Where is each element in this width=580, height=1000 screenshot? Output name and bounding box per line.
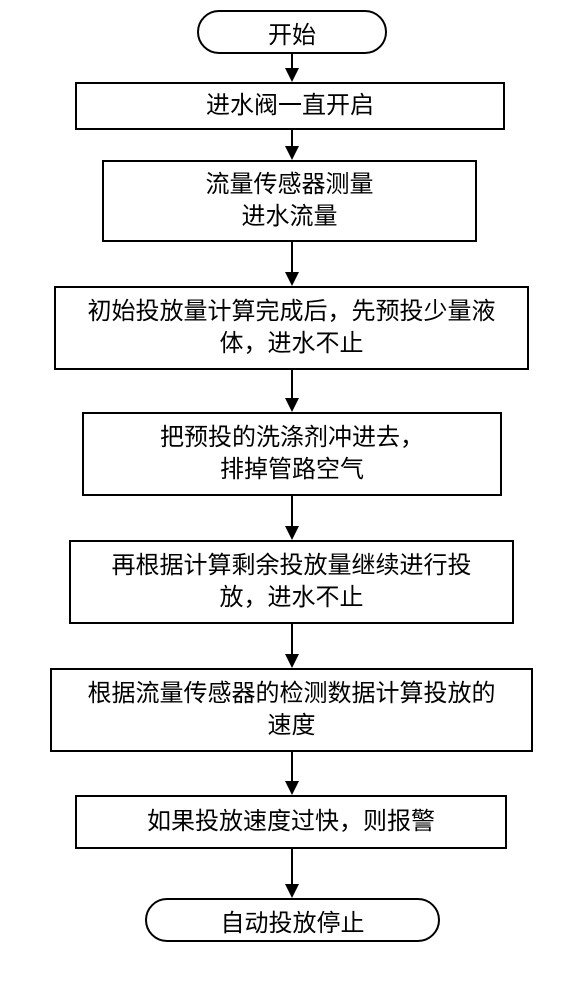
- process-step1: 进水阀一直开启: [75, 82, 505, 130]
- edge-5-head: [285, 654, 299, 668]
- terminator-start: 开始: [197, 10, 387, 54]
- process-step3: 初始投放量计算完成后，先预投少量液 体，进水不止: [54, 286, 529, 370]
- edge-7-head: [285, 884, 299, 898]
- process-step6: 根据流量传感器的检测数据计算投放的 速度: [50, 668, 533, 752]
- terminator-end: 自动投放停止: [145, 898, 440, 942]
- edge-2: [291, 242, 293, 272]
- edge-4-head: [285, 526, 299, 540]
- edge-1: [291, 130, 293, 146]
- edge-3: [291, 370, 293, 398]
- edge-3-head: [285, 398, 299, 412]
- edge-4: [291, 496, 293, 526]
- edge-6: [291, 752, 293, 781]
- edge-5: [291, 624, 293, 654]
- edge-2-head: [285, 272, 299, 286]
- flowchart-canvas: 开始 进水阀一直开启 流量传感器测量 进水流量 初始投放量计算完成后，先预投少量…: [0, 0, 580, 1000]
- process-step7-label: 如果投放速度过快，则报警: [147, 806, 435, 838]
- terminator-end-label: 自动投放停止: [221, 903, 365, 938]
- process-step5-label: 再根据计算剩余投放量继续进行投 放，进水不止: [112, 550, 472, 615]
- edge-0: [291, 54, 293, 68]
- process-step5: 再根据计算剩余投放量继续进行投 放，进水不止: [69, 540, 514, 624]
- edge-6-head: [285, 781, 299, 795]
- process-step2-label: 流量传感器测量 进水流量: [206, 169, 374, 234]
- process-step7: 如果投放速度过快，则报警: [75, 795, 507, 849]
- process-step3-label: 初始投放量计算完成后，先预投少量液 体，进水不止: [88, 296, 496, 361]
- edge-0-head: [285, 68, 299, 82]
- edge-7: [291, 849, 293, 884]
- terminator-start-label: 开始: [268, 15, 316, 50]
- process-step1-label: 进水阀一直开启: [206, 90, 374, 122]
- process-step6-label: 根据流量传感器的检测数据计算投放的 速度: [88, 678, 496, 743]
- process-step2: 流量传感器测量 进水流量: [102, 160, 477, 242]
- edge-1-head: [285, 146, 299, 160]
- process-step4: 把预投的洗涤剂冲进去， 排掉管路空气: [82, 412, 502, 496]
- process-step4-label: 把预投的洗涤剂冲进去， 排掉管路空气: [160, 422, 424, 487]
